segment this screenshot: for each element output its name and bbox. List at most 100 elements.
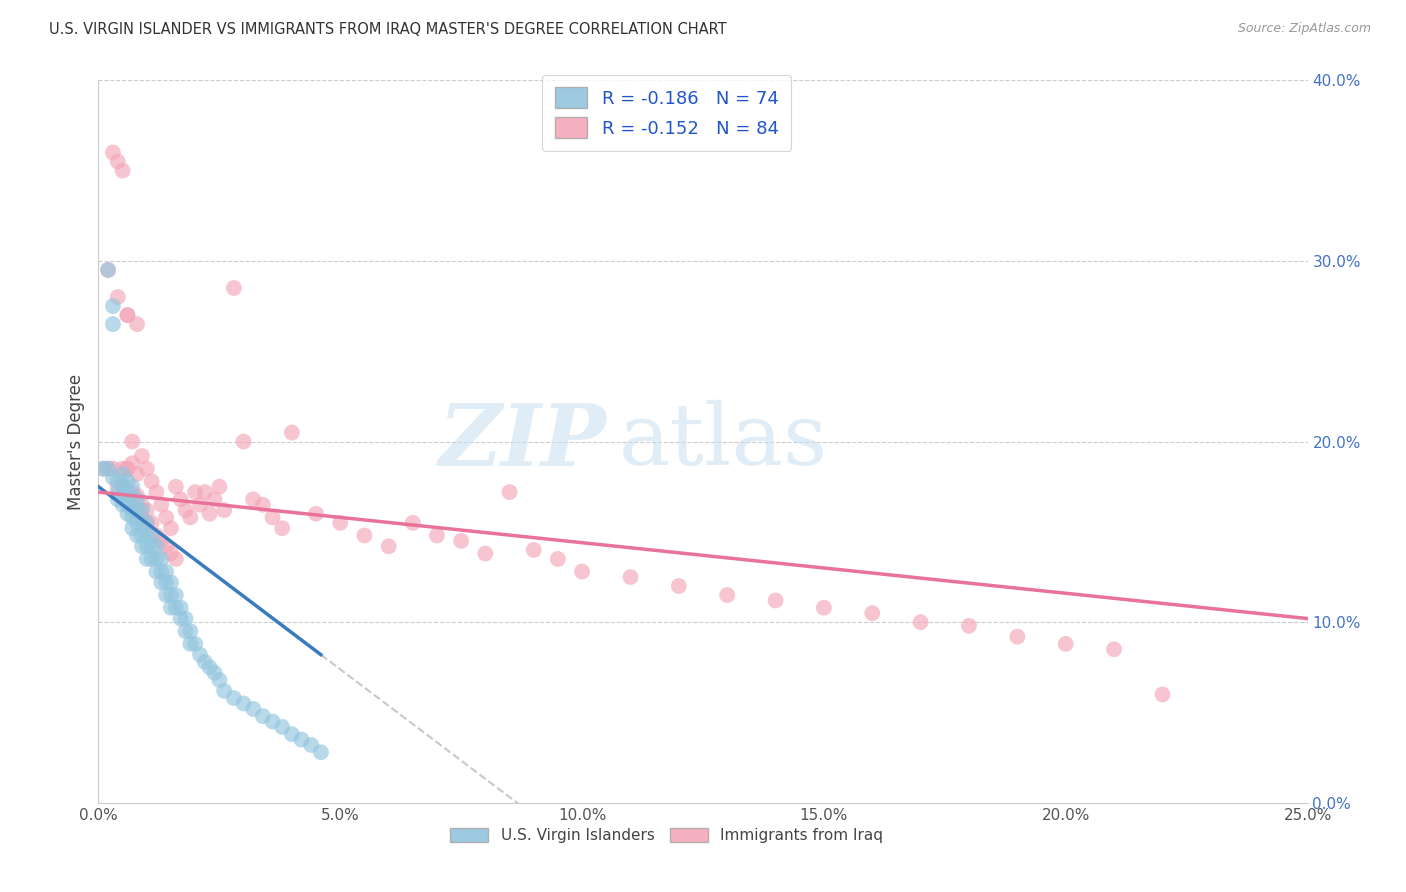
Point bbox=[145, 528, 167, 542]
Point bbox=[111, 163, 134, 178]
Point bbox=[121, 456, 143, 470]
Text: atlas: atlas bbox=[619, 400, 828, 483]
Point bbox=[145, 552, 167, 566]
Point bbox=[353, 528, 375, 542]
Point bbox=[141, 516, 163, 530]
Point bbox=[107, 480, 129, 494]
Point bbox=[160, 575, 183, 590]
Point bbox=[127, 503, 149, 517]
Point bbox=[117, 475, 139, 489]
Point bbox=[127, 489, 149, 503]
Point bbox=[141, 475, 163, 489]
Point bbox=[262, 714, 284, 729]
Point bbox=[329, 516, 352, 530]
Point bbox=[155, 575, 177, 590]
Point bbox=[107, 492, 129, 507]
Point bbox=[474, 547, 496, 561]
Point bbox=[1152, 687, 1174, 701]
Point bbox=[101, 461, 124, 475]
Point bbox=[135, 528, 157, 542]
Point bbox=[290, 732, 312, 747]
Point bbox=[107, 475, 129, 489]
Point bbox=[160, 600, 183, 615]
Point bbox=[242, 492, 264, 507]
Point bbox=[204, 665, 226, 680]
Point bbox=[111, 461, 134, 475]
Point bbox=[111, 498, 134, 512]
Point bbox=[252, 709, 274, 723]
Point bbox=[150, 498, 173, 512]
Point bbox=[165, 600, 187, 615]
Point bbox=[222, 281, 245, 295]
Point bbox=[117, 461, 139, 475]
Point bbox=[169, 611, 191, 625]
Y-axis label: Master's Degree: Master's Degree bbox=[66, 374, 84, 509]
Point bbox=[1102, 642, 1125, 657]
Point bbox=[135, 516, 157, 530]
Point bbox=[150, 575, 173, 590]
Point bbox=[101, 145, 124, 160]
Point bbox=[107, 485, 129, 500]
Point bbox=[1054, 637, 1077, 651]
Point bbox=[155, 565, 177, 579]
Point bbox=[121, 503, 143, 517]
Point bbox=[131, 539, 153, 553]
Legend: U.S. Virgin Islanders, Immigrants from Iraq: U.S. Virgin Islanders, Immigrants from I… bbox=[444, 822, 890, 849]
Point bbox=[127, 516, 149, 530]
Point bbox=[145, 539, 167, 553]
Point bbox=[111, 467, 134, 481]
Point bbox=[150, 533, 173, 548]
Point bbox=[184, 637, 207, 651]
Point bbox=[111, 480, 134, 494]
Point bbox=[145, 485, 167, 500]
Point bbox=[121, 480, 143, 494]
Point bbox=[305, 507, 328, 521]
Point bbox=[377, 539, 399, 553]
Point bbox=[101, 317, 124, 331]
Point bbox=[222, 691, 245, 706]
Point bbox=[150, 565, 173, 579]
Point bbox=[150, 552, 173, 566]
Point bbox=[309, 745, 332, 759]
Point bbox=[160, 521, 183, 535]
Point bbox=[198, 660, 221, 674]
Point bbox=[208, 673, 231, 687]
Point bbox=[716, 588, 738, 602]
Point bbox=[299, 738, 322, 752]
Point bbox=[174, 624, 197, 639]
Point bbox=[135, 461, 157, 475]
Point bbox=[668, 579, 690, 593]
Point bbox=[135, 539, 157, 553]
Point bbox=[121, 434, 143, 449]
Point bbox=[97, 461, 120, 475]
Point bbox=[957, 619, 980, 633]
Point bbox=[198, 507, 221, 521]
Point bbox=[107, 290, 129, 304]
Point bbox=[117, 308, 139, 322]
Point bbox=[194, 655, 217, 669]
Point bbox=[117, 507, 139, 521]
Point bbox=[131, 510, 153, 524]
Point bbox=[111, 480, 134, 494]
Point bbox=[111, 478, 134, 492]
Point bbox=[121, 521, 143, 535]
Point bbox=[179, 637, 201, 651]
Point bbox=[117, 308, 139, 322]
Point bbox=[131, 449, 153, 463]
Point bbox=[188, 648, 211, 662]
Point bbox=[121, 485, 143, 500]
Point bbox=[450, 533, 472, 548]
Point bbox=[141, 528, 163, 542]
Point bbox=[165, 480, 187, 494]
Point bbox=[232, 434, 254, 449]
Point bbox=[204, 492, 226, 507]
Point bbox=[232, 697, 254, 711]
Point bbox=[141, 539, 163, 553]
Point bbox=[91, 461, 114, 475]
Point bbox=[127, 503, 149, 517]
Point bbox=[117, 485, 139, 500]
Point bbox=[281, 727, 304, 741]
Point bbox=[402, 516, 425, 530]
Point bbox=[155, 539, 177, 553]
Point bbox=[117, 498, 139, 512]
